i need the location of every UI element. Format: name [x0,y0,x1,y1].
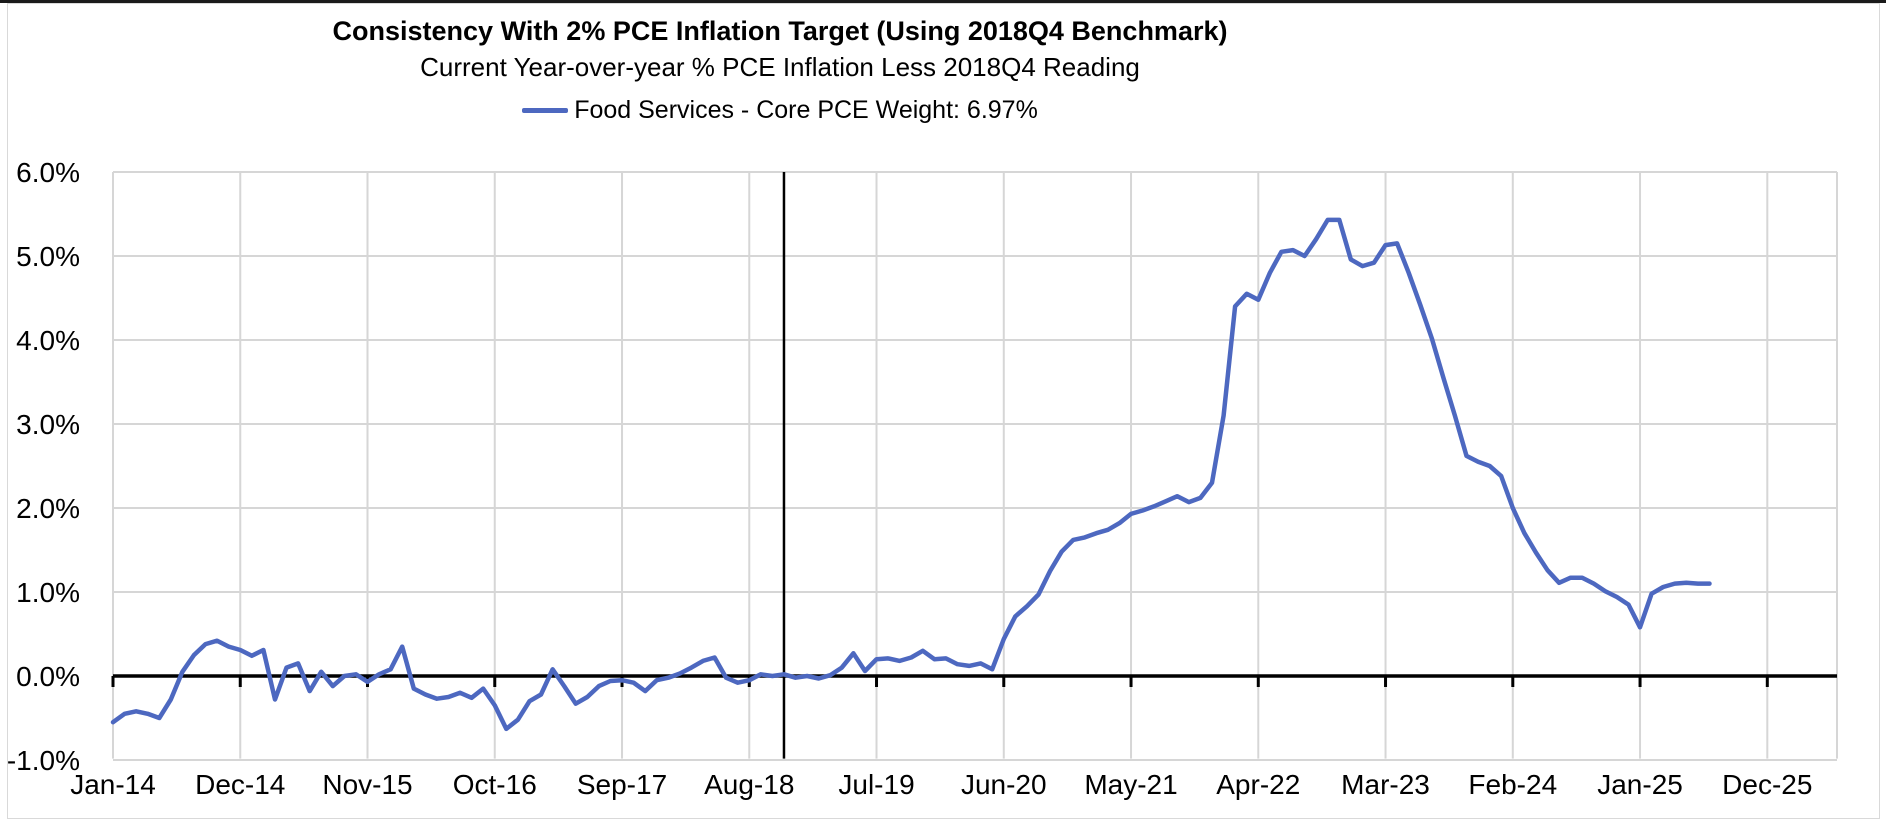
x-tick-label: Apr-22 [1216,769,1300,800]
top-window-edge [0,0,1886,3]
chart-subtitle: Current Year-over-year % PCE Inflation L… [420,52,1140,82]
x-tick-label: Aug-18 [704,769,794,800]
x-tick-label: Dec-25 [1722,769,1812,800]
chart-title: Consistency With 2% PCE Inflation Target… [332,16,1228,46]
legend: Food Services - Core PCE Weight: 6.97% [0,96,1560,125]
x-tick-label: Dec-14 [195,769,285,800]
y-tick-label: 1.0% [16,577,80,608]
x-tick-label: Feb-24 [1468,769,1557,800]
y-tick-label: 4.0% [16,325,80,356]
x-tick-label: Jan-25 [1597,769,1683,800]
x-tick-label: Sep-17 [577,769,667,800]
y-tick-label: 5.0% [16,241,80,272]
legend-series-label: Food Services - Core PCE Weight: 6.97% [574,96,1038,124]
x-tick-label: Jul-19 [838,769,914,800]
y-tick-label: -1.0% [7,745,80,776]
y-tick-label: 0.0% [16,661,80,692]
chart-area-border [7,3,1880,819]
series-line-food-services [110,217,1712,732]
x-tick-label: Mar-23 [1341,769,1430,800]
x-tick-label: Oct-16 [453,769,537,800]
x-tick-label: Jun-20 [961,769,1047,800]
legend-line-swatch-icon [522,108,569,113]
y-tick-label: 2.0% [16,493,80,524]
y-tick-label: 6.0% [16,157,80,188]
x-tick-label: May-21 [1084,769,1177,800]
y-tick-label: 3.0% [16,409,80,440]
x-tick-label: Jan-14 [70,769,156,800]
x-tick-label: Nov-15 [322,769,412,800]
